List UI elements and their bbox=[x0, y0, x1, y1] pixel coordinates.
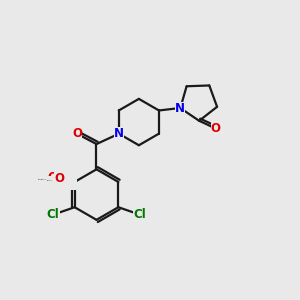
Text: O: O bbox=[47, 171, 57, 184]
Text: methoxy: methoxy bbox=[44, 179, 50, 181]
Text: methoxy: methoxy bbox=[47, 179, 53, 181]
Text: O: O bbox=[54, 172, 64, 185]
Text: O: O bbox=[55, 172, 65, 185]
Text: Cl: Cl bbox=[134, 208, 146, 221]
Text: methoxy: methoxy bbox=[38, 179, 45, 181]
Text: methoxy: methoxy bbox=[41, 178, 48, 180]
Text: N: N bbox=[114, 127, 124, 140]
Text: N: N bbox=[175, 102, 185, 115]
Text: Cl: Cl bbox=[47, 208, 60, 221]
Text: O: O bbox=[72, 127, 82, 140]
Text: O: O bbox=[211, 122, 220, 135]
